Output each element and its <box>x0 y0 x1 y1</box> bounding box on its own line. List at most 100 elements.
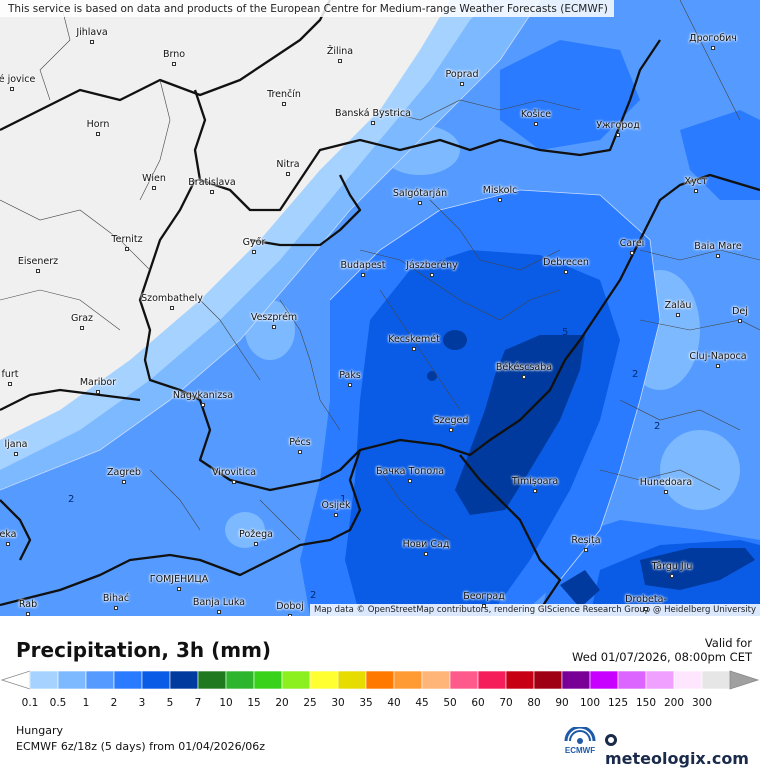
city-label: Nagykanizsa <box>172 390 234 401</box>
city-label: Eisenerz <box>17 256 59 267</box>
meteologix-icon <box>605 734 617 746</box>
city-marker <box>152 186 156 190</box>
ecmwf-notice: This service is based on data and produc… <box>0 0 614 17</box>
city-label: Baia Mare <box>694 241 742 252</box>
city-marker <box>26 612 30 616</box>
city-marker <box>254 542 258 546</box>
city-label: Nitra <box>276 159 300 170</box>
city-marker <box>424 552 428 556</box>
scale-swatch <box>477 670 507 690</box>
city-label: Salgótarján <box>392 188 448 199</box>
city-label: Graz <box>70 313 94 324</box>
meteologix-brand[interactable]: meteologix.com <box>605 730 760 768</box>
city-label: Trenčín <box>267 89 301 100</box>
city-marker <box>348 383 352 387</box>
scale-swatch <box>309 670 339 690</box>
city-label: Maribor <box>79 377 117 388</box>
scale-swatch <box>141 670 171 690</box>
city-marker <box>125 247 129 251</box>
scale-tick-label: 80 <box>527 697 541 709</box>
city-marker <box>90 40 94 44</box>
scale-tick-label: 90 <box>555 697 569 709</box>
city-marker <box>738 319 742 323</box>
scale-swatch <box>533 670 563 690</box>
city-label: Pécs <box>289 437 311 448</box>
city-marker <box>8 382 12 386</box>
city-label: Ternitz <box>111 234 143 245</box>
scale-tick-label: 60 <box>471 697 485 709</box>
scale-swatch <box>673 670 703 690</box>
scale-swatch <box>421 670 451 690</box>
city-label: Jihlava <box>76 27 108 38</box>
scale-swatch <box>701 670 731 690</box>
model-run: ECMWF 6z/18z (5 days) from 01/04/2026/06… <box>16 740 266 753</box>
city-label: Bratislava <box>188 177 236 188</box>
city-marker <box>430 273 434 277</box>
city-marker <box>252 250 256 254</box>
scale-swatch <box>197 670 227 690</box>
city-marker <box>412 347 416 351</box>
city-marker <box>616 133 620 137</box>
scale-swatch <box>617 670 647 690</box>
scale-swatch <box>253 670 283 690</box>
precipitation-map[interactable]: This service is based on data and produc… <box>0 0 760 616</box>
valid-label: Valid for <box>704 636 752 650</box>
scale-swatch <box>85 670 115 690</box>
city-label: Reșița <box>571 535 601 546</box>
city-label: Bihać <box>102 593 130 604</box>
city-label: Carei <box>619 238 645 249</box>
city-label: Zalău <box>664 300 692 311</box>
scale-tick-label: 3 <box>138 697 146 709</box>
scale-swatch <box>505 670 535 690</box>
city-marker <box>334 513 338 517</box>
city-label: Бачка Топола <box>375 466 445 477</box>
city-label: Београд <box>463 591 505 602</box>
city-label: Ужгород <box>596 120 640 131</box>
city-label: Virovitica <box>211 467 257 478</box>
map-canvas <box>0 0 760 616</box>
scale-swatch <box>449 670 479 690</box>
city-marker <box>361 273 365 277</box>
city-label: Нови Сад <box>402 539 450 550</box>
city-marker <box>644 607 648 611</box>
contour-label: 2 <box>654 421 661 432</box>
city-label: Osijek <box>321 500 351 511</box>
city-label: Žilina <box>326 46 354 57</box>
scale-tick-label: 1 <box>82 697 90 709</box>
city-marker <box>522 375 526 379</box>
city-label: Košice <box>520 109 552 120</box>
scale-tick-label: 100 <box>579 697 601 709</box>
city-label: Miskolc <box>482 185 518 196</box>
city-marker <box>10 87 14 91</box>
scale-tick-label: 35 <box>359 697 373 709</box>
city-label: ské jovice <box>0 74 36 85</box>
city-marker <box>338 59 342 63</box>
city-marker <box>210 190 214 194</box>
city-marker <box>716 364 720 368</box>
city-label: Rab <box>18 599 38 610</box>
city-label: Horn <box>86 119 110 130</box>
city-marker <box>716 254 720 258</box>
scale-tick-label: 300 <box>691 697 713 709</box>
city-marker <box>286 172 290 176</box>
contour-label: 2 <box>68 494 75 505</box>
chart-title: Precipitation, 3h (mm) <box>16 638 272 662</box>
city-marker <box>534 122 538 126</box>
city-label: Дрогобич <box>689 33 737 44</box>
city-label: Kecskemét <box>388 334 440 345</box>
city-marker <box>177 587 181 591</box>
scale-tick-label: 10 <box>219 697 233 709</box>
scale-tick-label: 45 <box>415 697 429 709</box>
city-label: Szeged <box>433 415 469 426</box>
city-label: Debrecen <box>543 257 589 268</box>
city-marker <box>282 102 286 106</box>
city-label: Wien <box>142 173 166 184</box>
scale-swatch <box>393 670 423 690</box>
city-marker <box>36 269 40 273</box>
city-marker <box>564 270 568 274</box>
map-attribution: Map data © OpenStreetMap contributors, r… <box>310 604 760 616</box>
city-marker <box>14 452 18 456</box>
city-label: Doboj <box>276 601 304 612</box>
scale-tick-label: 200 <box>663 697 685 709</box>
city-marker <box>533 489 537 493</box>
